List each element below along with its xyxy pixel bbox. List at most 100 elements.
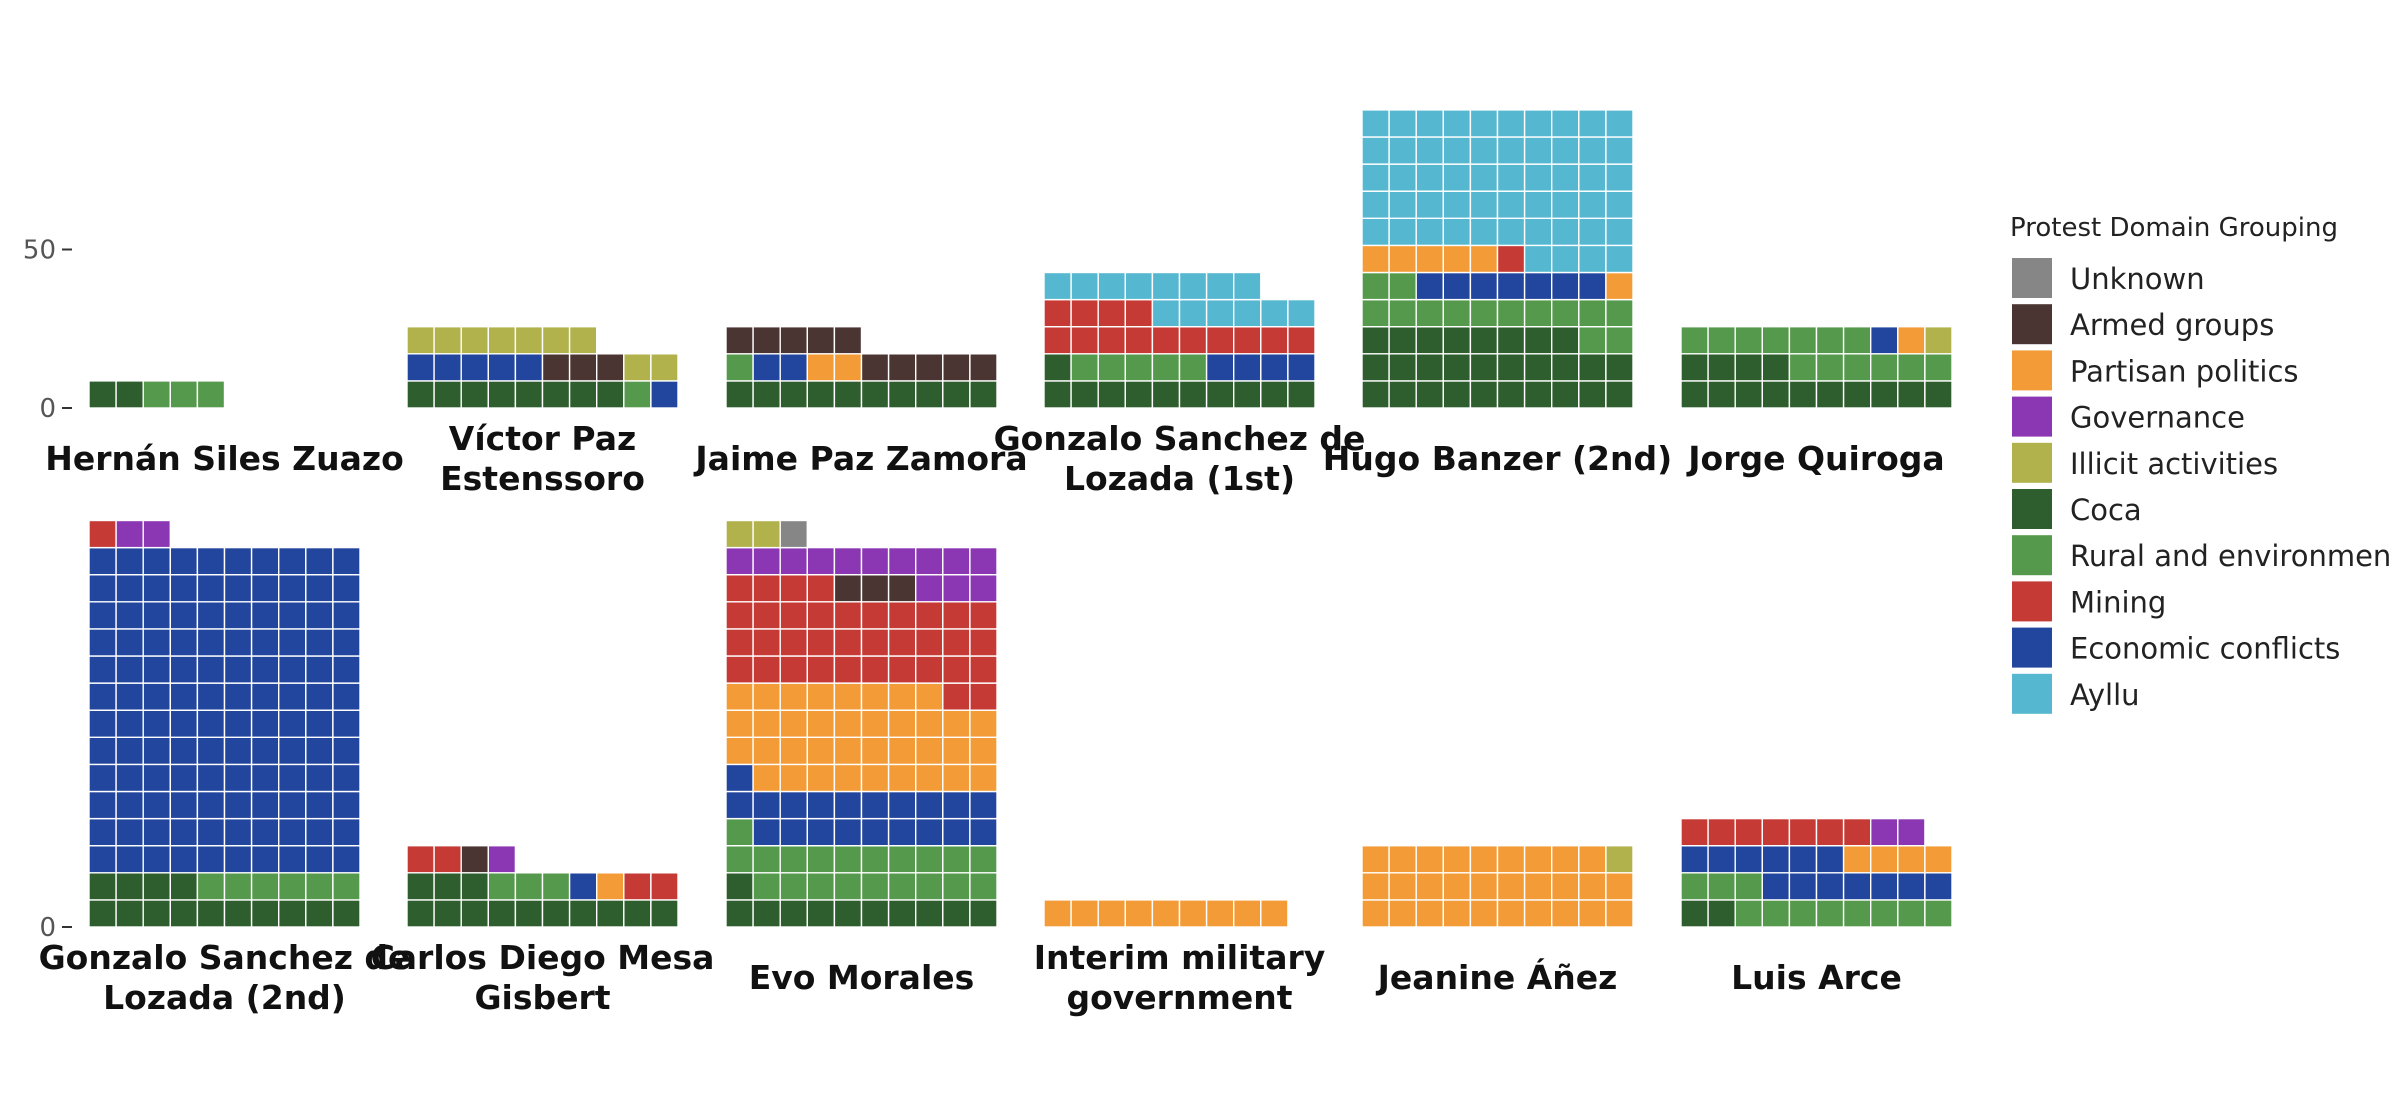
tile-economic-conflicts — [196, 546, 226, 576]
tile-mining — [860, 628, 890, 657]
tile-coca — [460, 899, 490, 928]
tile-ayllu — [1496, 163, 1526, 192]
tile-rural-and-environmental — [915, 845, 944, 874]
tile-economic-conflicts — [169, 655, 199, 684]
tile-economic-conflicts — [196, 817, 226, 847]
tile-ayllu — [1388, 190, 1417, 219]
legend-swatch-coca — [2012, 489, 2052, 529]
tile-rural-and-environmental — [752, 845, 781, 874]
tile-illicit-activities — [568, 326, 598, 355]
tile-rural-and-environmental — [1788, 326, 1818, 355]
tile-ayllu — [1260, 298, 1289, 328]
tile-partisan-politics — [1578, 899, 1607, 928]
tile-economic-conflicts — [142, 736, 171, 766]
tile-mining — [1043, 326, 1072, 355]
tile-rural-and-environmental — [487, 872, 517, 901]
tile-coca — [1605, 353, 1634, 382]
tile-ayllu — [1550, 109, 1580, 138]
tile-coca — [115, 899, 144, 928]
tile-rural-and-environmental — [752, 872, 781, 901]
tile-ayllu — [1523, 244, 1553, 274]
tile-armed-groups — [541, 353, 571, 382]
tile-economic-conflicts — [115, 790, 144, 820]
tile-coca — [1496, 326, 1526, 355]
tile-coca — [305, 899, 334, 928]
tile-coca — [1260, 380, 1289, 409]
tile-economic-conflicts — [88, 601, 117, 630]
panel-title: Luis Arce — [1731, 958, 1902, 997]
tile-coca — [969, 899, 998, 928]
tile-partisan-politics — [725, 736, 754, 766]
tile-partisan-politics — [1442, 845, 1472, 874]
tile-ayllu — [1442, 109, 1472, 138]
tile-governance — [115, 519, 144, 549]
tile-partisan-politics — [1605, 271, 1634, 301]
tile-coca — [332, 899, 361, 928]
tile-mining — [1043, 298, 1072, 328]
tile-ayllu — [1578, 163, 1607, 192]
tile-coca — [650, 899, 679, 928]
tile-partisan-politics — [969, 763, 998, 793]
tile-economic-conflicts — [278, 574, 307, 603]
tile-partisan-politics — [1415, 872, 1444, 901]
tile-ayllu — [1496, 136, 1526, 165]
tile-partisan-politics — [1178, 899, 1208, 928]
tile-mining — [915, 655, 944, 684]
tile-ayllu — [1097, 271, 1126, 301]
tile-rural-and-environmental — [1680, 326, 1709, 355]
tile-partisan-politics — [1097, 899, 1126, 928]
tile-governance — [779, 546, 809, 576]
legend: Protest Domain Grouping Unknown Armed grou… — [2010, 213, 2392, 714]
tile-mining — [942, 628, 971, 657]
tile-mining — [942, 601, 971, 630]
tile-rural-and-environmental — [1788, 353, 1818, 382]
tile-partisan-politics — [806, 763, 836, 793]
tile-ayllu — [1550, 190, 1580, 219]
tile-mining — [1680, 817, 1709, 847]
tile-economic-conflicts — [250, 628, 280, 657]
tile-coca — [88, 380, 117, 409]
panel-title: government — [1067, 978, 1293, 1017]
tile-partisan-politics — [1496, 845, 1526, 874]
tile-partisan-politics — [1578, 872, 1607, 901]
tile-partisan-politics — [860, 763, 890, 793]
tile-partisan-politics — [969, 709, 998, 739]
tile-ayllu — [1415, 109, 1444, 138]
panel-title: Gisbert — [474, 978, 610, 1017]
tile-rural-and-environmental — [887, 872, 917, 901]
tile-economic-conflicts — [223, 817, 253, 847]
tile-coca — [1680, 899, 1709, 928]
tile-mining — [942, 682, 971, 711]
tile-partisan-politics — [1605, 899, 1634, 928]
tile-economic-conflicts — [332, 628, 361, 657]
tile-rural-and-environmental — [1788, 899, 1818, 928]
tile-ayllu — [1205, 271, 1235, 301]
tile-rural-and-environmental — [779, 845, 809, 874]
tile-rural-and-environmental — [915, 872, 944, 901]
tile-mining — [942, 655, 971, 684]
tile-ayllu — [1605, 109, 1634, 138]
tile-armed-groups — [460, 845, 490, 874]
tile-economic-conflicts — [142, 709, 171, 739]
tile-governance — [942, 574, 971, 603]
tile-coca — [1151, 380, 1181, 409]
tile-rural-and-environmental — [169, 380, 199, 409]
tile-economic-conflicts — [305, 574, 334, 603]
tile-economic-conflicts — [779, 790, 809, 820]
tile-rural-and-environmental — [1842, 353, 1872, 382]
tile-economic-conflicts — [433, 353, 462, 382]
tile-rural-and-environmental — [1496, 298, 1526, 328]
legend-swatch-economic-conflicts — [2012, 627, 2052, 668]
tile-coca — [1415, 326, 1444, 355]
tile-mining — [1734, 817, 1763, 847]
tile-partisan-politics — [752, 736, 781, 766]
tile-economic-conflicts — [332, 655, 361, 684]
tile-partisan-politics — [1361, 244, 1390, 274]
legend-swatch-ayllu — [2012, 673, 2052, 714]
tile-partisan-politics — [833, 682, 863, 711]
tile-economic-conflicts — [779, 817, 809, 847]
tile-economic-conflicts — [169, 763, 199, 793]
panel-title: Lozada (2nd) — [103, 978, 346, 1017]
tile-economic-conflicts — [332, 790, 361, 820]
